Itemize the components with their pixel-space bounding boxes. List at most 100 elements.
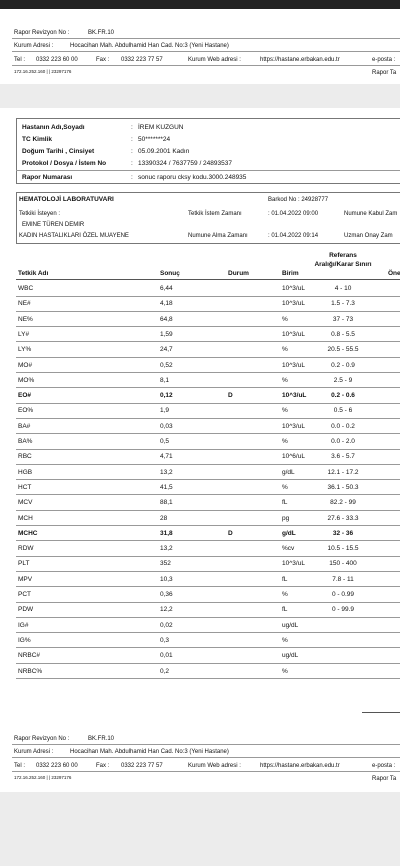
test-unit: % [282, 376, 288, 384]
divider [16, 494, 400, 496]
divider [16, 662, 400, 664]
fax-value: 0332 223 77 57 [121, 57, 163, 63]
web-label: Kurum Web adresi : [188, 763, 241, 769]
patient-label: TC Kimlik [22, 136, 52, 143]
colon: : [131, 124, 133, 131]
lab-box [16, 192, 400, 244]
divider [16, 170, 400, 171]
request-time-label: Tetkik İstem Zamanı [188, 211, 242, 217]
fax-value: 0332 223 77 57 [121, 763, 163, 769]
test-reference: 12.1 - 17.2 [327, 468, 359, 476]
test-result: 4,71 [160, 453, 173, 461]
status-bar [0, 0, 400, 9]
test-unit: g/dL [282, 529, 296, 537]
page-gap [0, 792, 400, 866]
test-result: 0,3 [160, 636, 170, 644]
patient-label: Protokol / Dosya / İstem No [22, 160, 107, 167]
patient-box [16, 118, 400, 184]
test-reference: 7.8 - 11 [332, 575, 354, 583]
test-name: IG% [18, 636, 31, 644]
test-reference: 10.5 - 15.5 [327, 545, 359, 553]
test-result: 0,5 [160, 438, 170, 445]
revision-value: BK.FR.10 [88, 30, 115, 36]
test-result: 0,2 [160, 667, 170, 675]
test-result: 0,52 [160, 361, 173, 369]
patient-value: İREM KUZGUN [138, 124, 184, 131]
test-name: HCT [18, 483, 32, 491]
divider [16, 540, 400, 542]
web-value: https://hastane.erbakan.edu.tr [260, 57, 340, 63]
test-unit: % [282, 591, 288, 598]
test-reference: 3.6 - 5.7 [331, 453, 355, 461]
divider [16, 387, 400, 389]
test-name: NE% [18, 315, 33, 323]
column-header: Tetkik Adı [18, 270, 49, 277]
address-label: Kurum Adresi : [14, 43, 54, 49]
tel-label: Tel : [14, 57, 26, 63]
divider [362, 712, 400, 713]
divider [16, 509, 400, 511]
test-name: NRBC% [18, 667, 43, 675]
test-result: 12,2 [160, 606, 173, 614]
divider [16, 632, 400, 634]
column-header: Referans Aralığı/Karar Sınırı [314, 252, 372, 268]
tel-value: 0332 223 60 00 [36, 763, 78, 769]
divider [16, 479, 400, 481]
test-reference: 82.2 - 99 [330, 499, 356, 507]
test-unit: % [282, 667, 288, 675]
test-unit: 10^3/uL [282, 330, 305, 338]
column-header: Sonuç [160, 270, 180, 277]
requester-label: Tetkiki İsteyen : [19, 211, 61, 217]
page-gap [0, 84, 400, 108]
tel-value: 0332 223 60 00 [36, 57, 78, 63]
email-label: e-posta : [372, 57, 396, 63]
test-unit: fL [282, 499, 288, 507]
patient-value: sonuc raporu cksy kodu.3000.248935 [138, 174, 247, 181]
divider [16, 279, 400, 280]
patient-label: Rapor Numarası [22, 174, 73, 181]
email-label: e-posta : [372, 763, 396, 769]
divider [12, 65, 400, 66]
test-unit: % [282, 483, 288, 491]
report-label: Rapor Ta [372, 776, 397, 782]
test-name: MO# [18, 361, 33, 369]
patient-value: 05.09.2001 Kadın [138, 148, 190, 155]
test-status: D [228, 392, 233, 400]
test-reference: 36.1 - 50.3 [327, 483, 359, 491]
divider [16, 463, 400, 465]
divider [16, 341, 400, 343]
divider [16, 525, 400, 526]
test-result: 31,8 [160, 529, 173, 537]
divider [16, 356, 400, 358]
test-result: 64,8 [160, 315, 173, 323]
divider [16, 326, 400, 328]
address-label: Kurum Adresi : [14, 749, 54, 755]
divider [12, 771, 400, 772]
test-name: PLT [18, 560, 30, 568]
test-result: 41,5 [160, 483, 173, 491]
test-reference: 1.5 - 7.3 [331, 300, 355, 308]
test-reference: 4 - 10 [334, 285, 352, 292]
divider [16, 295, 400, 297]
test-name: HGB [18, 468, 33, 476]
tel-label: Tel : [14, 763, 26, 769]
test-unit: 10^3/uL [282, 392, 307, 400]
divider [16, 310, 400, 312]
column-header: Durum [228, 270, 249, 277]
test-reference: 27.6 - 33.3 [327, 514, 359, 522]
approve-label: Uzman Onay Zam [344, 233, 393, 239]
test-unit: ug/dL [282, 652, 299, 660]
divider [12, 744, 400, 745]
test-name: MCHC [18, 529, 38, 537]
test-name: MO% [18, 376, 35, 384]
test-unit: fL [282, 575, 288, 583]
test-reference: 150 - 400 [329, 560, 357, 568]
test-reference: 0.5 - 6 [333, 407, 353, 415]
test-status: D [228, 529, 233, 537]
test-result: 8,1 [160, 376, 170, 384]
test-reference: 0.0 - 0.2 [331, 422, 355, 430]
test-name: BA# [18, 422, 31, 430]
ip-info: 172.16.252.160 | | 23297176 [14, 775, 72, 780]
department: KADIN HASTALIKLARI ÖZEL MUAYENE [19, 233, 129, 239]
test-name: NRBC# [18, 652, 41, 660]
